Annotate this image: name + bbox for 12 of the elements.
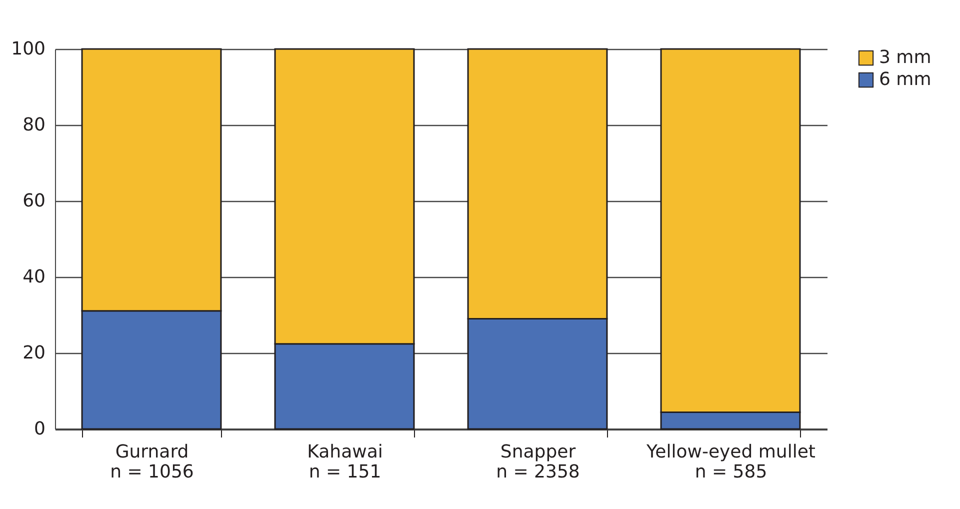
y-tick-label: 0 xyxy=(34,418,46,440)
y-tick-label: 20 xyxy=(22,342,46,364)
x-tick-label: Yellow-eyed mullet n = 585 xyxy=(646,442,816,482)
legend-label: 6 mm xyxy=(879,69,932,90)
x-tick-label: Gurnard n = 1056 xyxy=(110,442,194,482)
y-tick-label: 80 xyxy=(22,114,46,136)
x-tick-label: Kahawai n = 151 xyxy=(307,442,383,482)
legend-label: 3 mm xyxy=(879,47,932,68)
y-tick-label: 100 xyxy=(11,38,46,60)
y-tick-label: 40 xyxy=(22,266,46,288)
x-tick-label: Snapper n = 2358 xyxy=(496,442,580,482)
y-tick-label: 60 xyxy=(22,190,46,212)
